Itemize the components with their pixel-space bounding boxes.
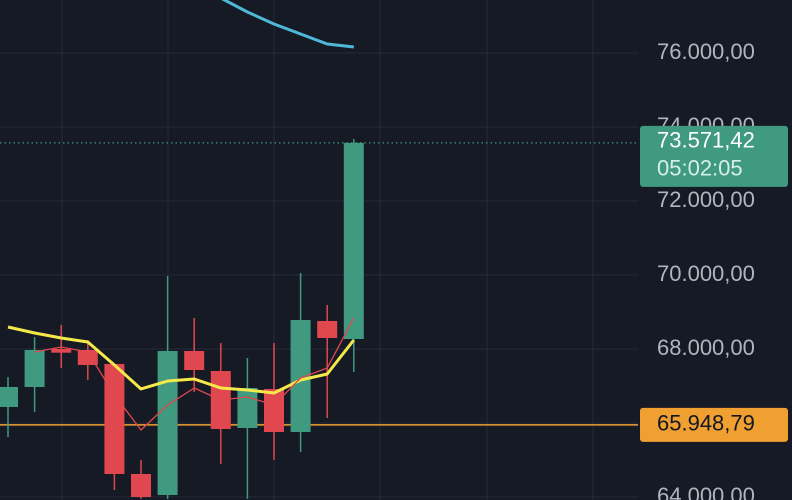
candle-body [51, 348, 72, 353]
candle-body [317, 320, 338, 339]
marker-price-box [640, 407, 788, 442]
plot-area [0, 0, 638, 499]
y-tick-label: 72.000,00 [657, 187, 755, 212]
vertical-grid [61, 0, 594, 500]
candle-body [184, 350, 205, 371]
candle-body [157, 350, 178, 496]
y-tick-label: 70.000,00 [657, 261, 755, 286]
candle-body [343, 142, 364, 340]
candle-body [290, 319, 311, 432]
candle-body [131, 473, 151, 498]
candle-body [104, 363, 125, 474]
marker-price-label: 65.948,79 [657, 411, 755, 436]
candle-body [24, 349, 45, 387]
candle-body [237, 387, 258, 428]
candle-body [264, 388, 284, 432]
y-tick-label: 64.000,00 [657, 483, 755, 500]
candle-body [0, 386, 18, 408]
y-tick-label: 76.000,00 [657, 39, 755, 64]
last-price-label: 73.571,42 [657, 128, 755, 153]
last-price-box [640, 125, 788, 187]
moving-average-line [221, 0, 354, 49]
y-tick-label: 68.000,00 [657, 335, 755, 360]
countdown-label: 05:02:05 [657, 156, 743, 181]
moving-average-line [34, 317, 355, 431]
